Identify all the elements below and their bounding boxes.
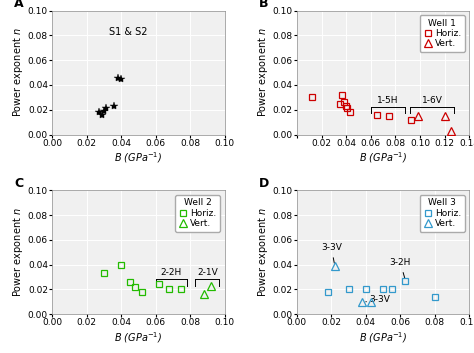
Text: 3-3V: 3-3V: [366, 295, 390, 304]
Text: S1 & S2: S1 & S2: [109, 28, 147, 37]
Text: C: C: [14, 176, 23, 190]
Text: 2-1V: 2-1V: [197, 268, 218, 277]
X-axis label: $B$ (GPa$^{-1}$): $B$ (GPa$^{-1}$): [359, 330, 407, 345]
Text: D: D: [259, 176, 269, 190]
X-axis label: $B$ (GPa$^{-1}$): $B$ (GPa$^{-1}$): [114, 150, 163, 165]
Text: 3-3V: 3-3V: [321, 243, 342, 263]
Text: 1-5H: 1-5H: [377, 96, 399, 105]
Text: 1-6V: 1-6V: [422, 96, 443, 105]
Legend: Horiz., Vert.: Horiz., Vert.: [175, 195, 220, 232]
Y-axis label: Power exponent $n$: Power exponent $n$: [11, 208, 25, 297]
Legend: Horiz., Vert.: Horiz., Vert.: [419, 195, 465, 232]
Text: B: B: [259, 0, 268, 10]
Text: 3-2H: 3-2H: [390, 258, 411, 278]
X-axis label: $B$ (GPa$^{-1}$): $B$ (GPa$^{-1}$): [114, 330, 163, 345]
Text: A: A: [14, 0, 24, 10]
Text: 2-2H: 2-2H: [160, 268, 182, 277]
Y-axis label: Power exponent $n$: Power exponent $n$: [256, 28, 270, 117]
Legend: Horiz., Vert.: Horiz., Vert.: [419, 15, 465, 52]
Y-axis label: Power exponent $n$: Power exponent $n$: [11, 28, 25, 117]
Y-axis label: Power exponent $n$: Power exponent $n$: [256, 208, 270, 297]
X-axis label: $B$ (GPa$^{-1}$): $B$ (GPa$^{-1}$): [359, 150, 407, 165]
